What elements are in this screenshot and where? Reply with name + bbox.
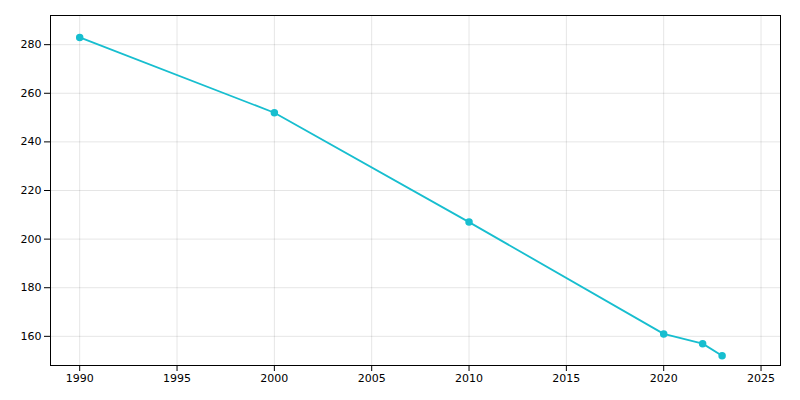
svg-text:220: 220 — [21, 184, 42, 197]
svg-text:2020: 2020 — [650, 372, 678, 385]
svg-text:2005: 2005 — [358, 372, 386, 385]
svg-text:1990: 1990 — [66, 372, 94, 385]
svg-text:2000: 2000 — [260, 372, 288, 385]
svg-text:240: 240 — [21, 135, 42, 148]
svg-text:260: 260 — [21, 87, 42, 100]
svg-text:2010: 2010 — [455, 372, 483, 385]
svg-text:160: 160 — [21, 330, 42, 343]
svg-text:2015: 2015 — [552, 372, 580, 385]
svg-text:280: 280 — [21, 38, 42, 51]
svg-text:180: 180 — [21, 281, 42, 294]
svg-text:200: 200 — [21, 233, 42, 246]
svg-text:2025: 2025 — [747, 372, 775, 385]
svg-text:1995: 1995 — [163, 372, 191, 385]
